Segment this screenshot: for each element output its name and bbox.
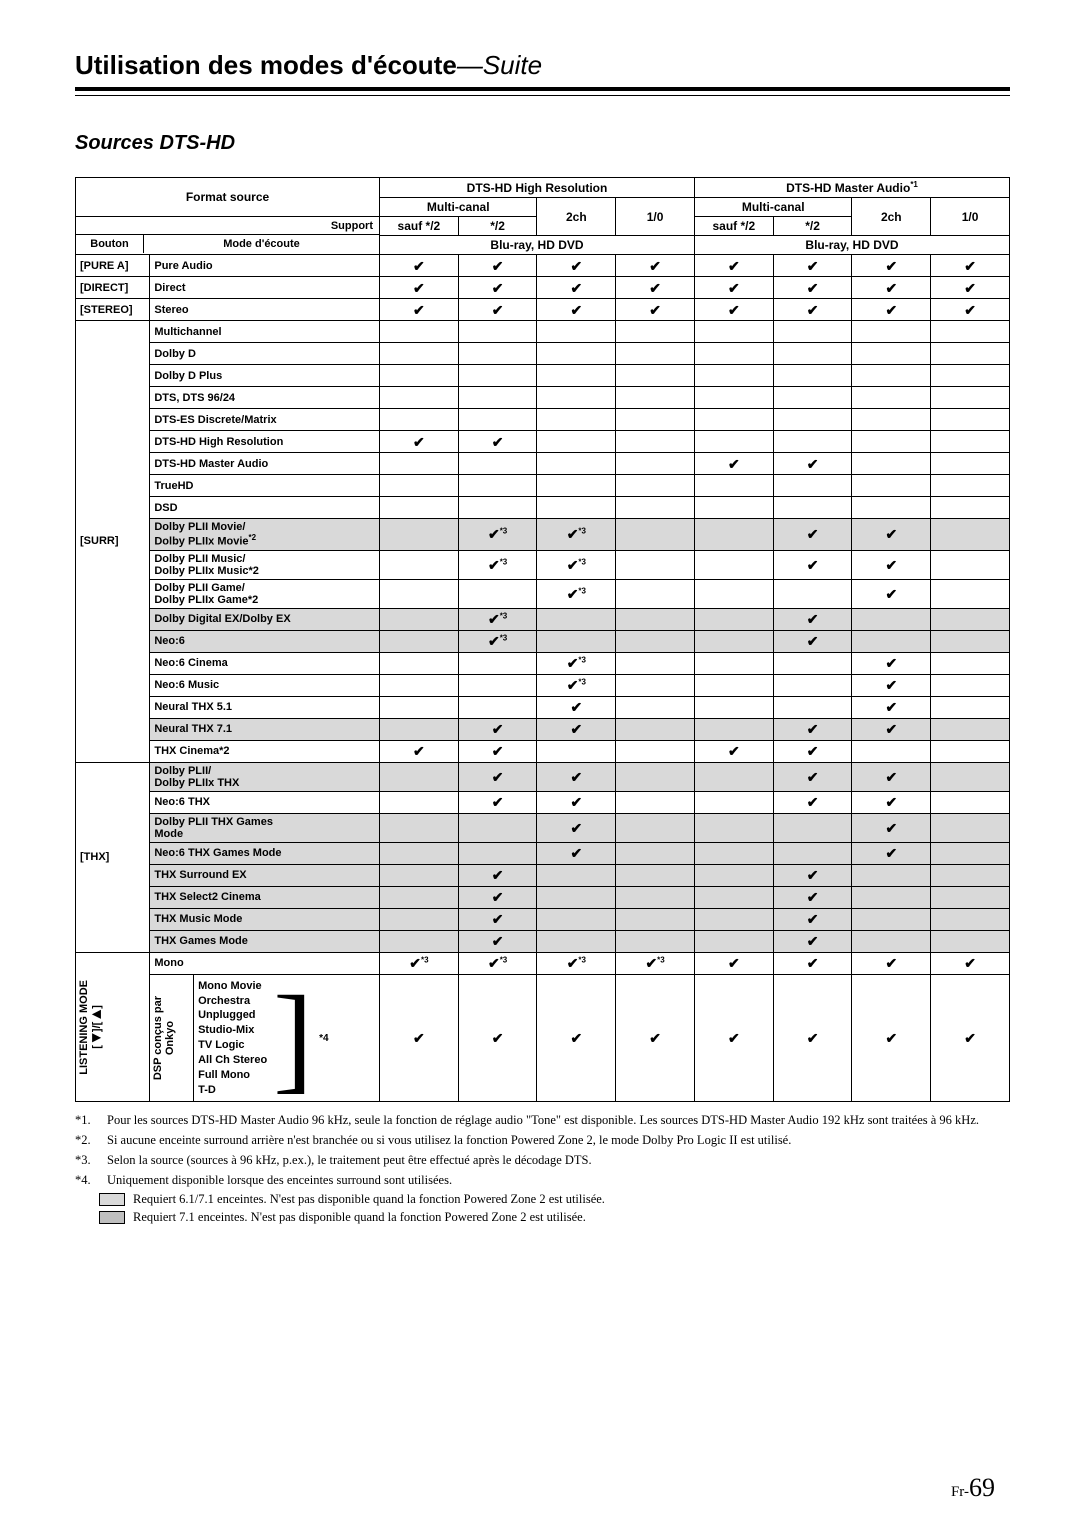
th-multi-2: Multi-canal: [694, 198, 851, 217]
th-multi-1: Multi-canal: [380, 198, 537, 217]
legend-swatch-dark: [99, 1211, 125, 1224]
btn-surr: [SURR]: [76, 321, 150, 763]
page-title: Utilisation des modes d'écoute—Suite: [75, 50, 1010, 91]
th-format-source: Format source: [76, 178, 380, 217]
th-support-bouton: Support Bouton Mode d'écoute: [76, 217, 380, 255]
th-sauf-1: sauf */2: [380, 217, 459, 236]
header-row-1: Format source DTS-HD High Resolution DTS…: [76, 178, 1010, 198]
legend-2: Requiert 7.1 enceintes. N'est pas dispon…: [99, 1210, 1010, 1225]
th-bluray-2: Blu-ray, HD DVD: [694, 236, 1009, 255]
legend-swatch-light: [99, 1193, 125, 1206]
page-number: Fr-69: [951, 1473, 995, 1503]
legend-1: Requiert 6.1/7.1 enceintes. N'est pas di…: [99, 1192, 1010, 1207]
btn-pure-a: [PURE A]: [76, 255, 150, 277]
th-10-2: 1/0: [931, 198, 1010, 236]
title-main: Utilisation des modes d'écoute: [75, 50, 457, 80]
th-10-1: 1/0: [616, 198, 695, 236]
footnotes: *1.Pour les sources DTS-HD Master Audio …: [75, 1112, 1010, 1225]
row-multichannel: [SURR] Multichannel: [76, 321, 1010, 343]
mode-stereo: Stereo: [150, 299, 380, 321]
th-star2-2: */2: [773, 217, 852, 236]
btn-stereo: [STEREO]: [76, 299, 150, 321]
title-underline: [75, 95, 1010, 96]
th-group1: DTS-HD High Resolution: [380, 178, 695, 198]
th-group2: DTS-HD Master Audio*1: [694, 178, 1009, 198]
th-2ch-1: 2ch: [537, 198, 616, 236]
btn-dsp: DSP conçus par Onkyo: [150, 974, 194, 1102]
row-direct: [DIRECT] Direct ✔✔✔✔ ✔✔✔✔: [76, 277, 1010, 299]
th-star2-1: */2: [458, 217, 537, 236]
row-stereo: [STEREO] Stereo ✔✔✔✔ ✔✔✔✔: [76, 299, 1010, 321]
th-sauf-2: sauf */2: [694, 217, 773, 236]
btn-thx: [THX]: [76, 762, 150, 952]
main-table: Format source DTS-HD High Resolution DTS…: [75, 177, 1010, 1102]
row-pure: [PURE A] Pure Audio ✔✔✔✔ ✔✔✔✔: [76, 255, 1010, 277]
section-title: Sources DTS-HD: [75, 132, 1010, 155]
btn-direct: [DIRECT]: [76, 277, 150, 299]
btn-listening: LISTENING MODE [◀]/[▶]: [76, 952, 150, 1102]
th-2ch-2: 2ch: [852, 198, 931, 236]
mode-direct: Direct: [150, 277, 380, 299]
th-bluray-1: Blu-ray, HD DVD: [380, 236, 695, 255]
mode-pure: Pure Audio: [150, 255, 380, 277]
row-pl2movie: Dolby PLII Movie/ Dolby PLIIx Movie*2 ✔*…: [76, 519, 1010, 551]
title-suite: —Suite: [457, 50, 542, 80]
dsp-modes: Mono MovieOrchestraUnpluggedStudio-MixTV…: [194, 974, 380, 1102]
